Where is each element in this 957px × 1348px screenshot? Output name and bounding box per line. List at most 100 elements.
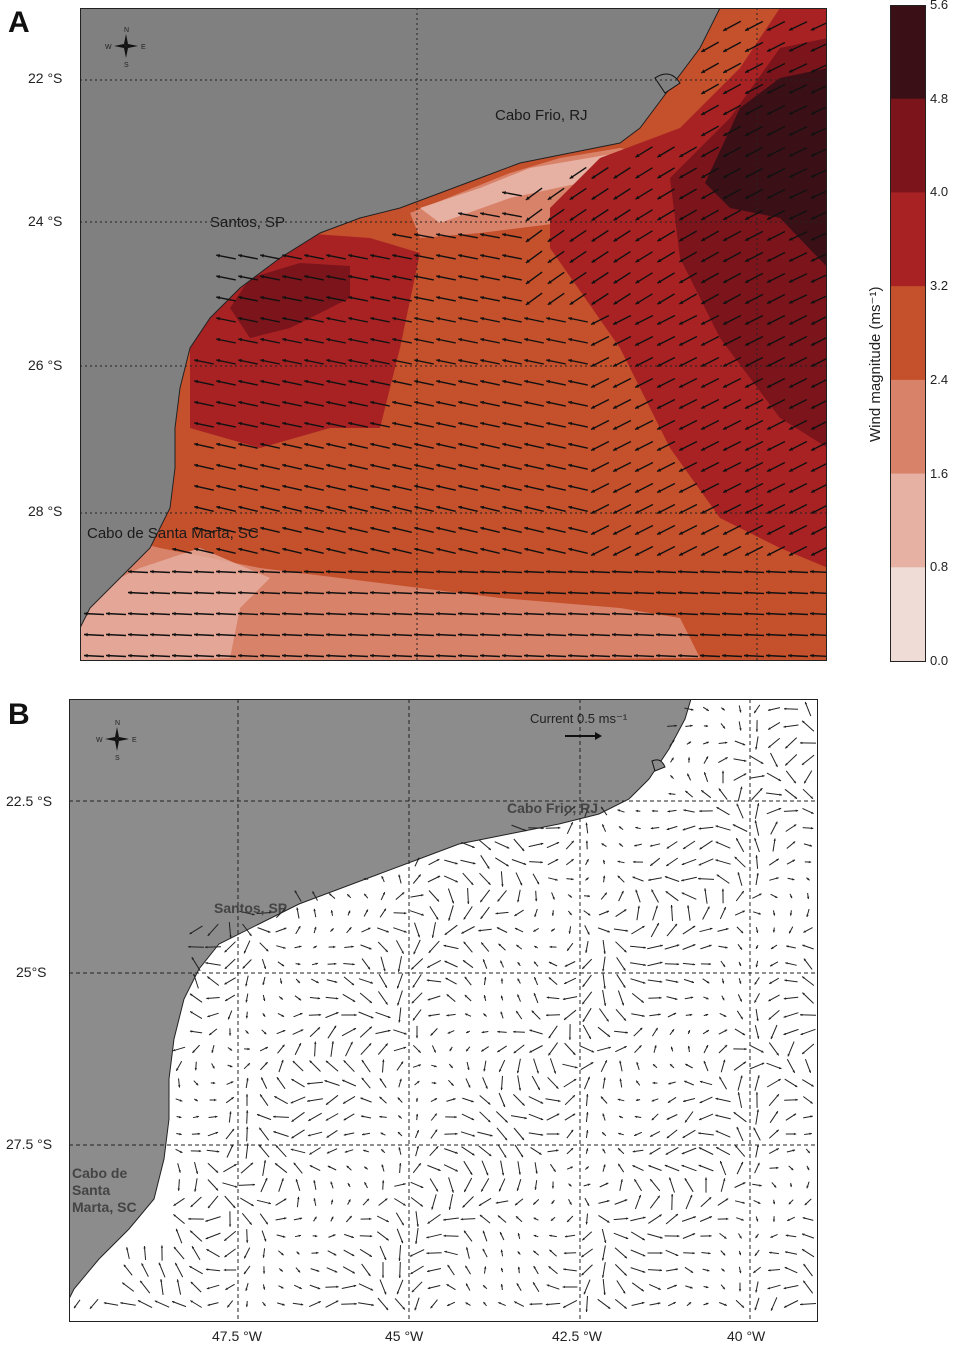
wind-arrow (678, 419, 698, 431)
current-arrow (498, 1301, 506, 1307)
wind-arrow (413, 569, 435, 574)
wind-arrow (458, 421, 478, 428)
wind-arrow (458, 317, 478, 323)
wind-arrow (569, 271, 587, 285)
current-arrow (733, 1047, 747, 1051)
wind-arrow (788, 189, 808, 199)
current-arrow (772, 1199, 776, 1205)
wind-arrow (569, 250, 587, 264)
wind-arrow (260, 337, 280, 344)
wind-arrow (193, 632, 215, 637)
wind-arrow (590, 440, 610, 452)
wind-arrow (591, 250, 609, 264)
wind-arrow (392, 463, 412, 470)
current-arrow (703, 772, 709, 782)
wind-arrow (502, 233, 522, 239)
current-arrow (482, 1077, 488, 1089)
wind-arrow (545, 632, 567, 637)
wind-arrow (215, 569, 237, 574)
current-arrow (143, 1246, 147, 1260)
current-arrow (566, 1215, 574, 1223)
current-arrow (531, 1010, 541, 1020)
wind-arrow (699, 632, 721, 637)
current-arrow (735, 1299, 745, 1309)
wind-arrow (525, 292, 543, 306)
wind-arrow (591, 271, 609, 285)
current-arrow (754, 977, 760, 985)
wind-arrow (525, 187, 543, 201)
wind-arrow (392, 275, 412, 281)
current-arrow (651, 1027, 659, 1037)
current-arrow (768, 1129, 780, 1139)
current-arrow (752, 911, 762, 915)
current-arrow (647, 944, 663, 950)
wind-arrow (699, 611, 721, 616)
current-arrow (483, 1060, 487, 1072)
current-arrow (717, 928, 729, 932)
current-arrow (615, 941, 627, 953)
current-arrow (361, 1059, 371, 1073)
current-arrow (379, 1078, 387, 1088)
current-arrow (585, 1213, 588, 1225)
wind-arrow (700, 440, 720, 452)
wind-arrow (260, 400, 280, 407)
wind-arrow (744, 125, 764, 137)
current-arrow (786, 841, 796, 849)
current-arrow (412, 974, 422, 988)
current-arrow (460, 859, 476, 865)
wind-arrow (304, 275, 324, 281)
current-arrow (515, 944, 523, 950)
current-arrow (665, 1146, 679, 1156)
current-arrow (715, 1146, 731, 1156)
current-arrow (684, 1111, 694, 1123)
wind-arrow (238, 337, 258, 344)
wind-arrow (722, 104, 742, 116)
current-arrow (347, 910, 351, 916)
colorbar-band (890, 473, 926, 568)
wind-arrow (678, 314, 698, 326)
current-arrow (226, 1081, 234, 1085)
current-arrow (668, 792, 676, 796)
current-arrow (309, 997, 321, 1000)
current-arrow (584, 1197, 590, 1207)
current-arrow (178, 1078, 181, 1088)
current-arrow (721, 995, 725, 1001)
current-arrow (346, 893, 352, 899)
wind-arrow (457, 569, 479, 574)
current-arrow (358, 1011, 374, 1019)
wind-arrow (149, 611, 171, 616)
current-arrow (617, 1163, 625, 1173)
current-arrow (497, 1030, 507, 1033)
current-arrow (703, 1060, 709, 1072)
current-arrow (632, 1164, 644, 1172)
current-arrow (495, 911, 509, 915)
current-arrow (619, 1060, 623, 1072)
current-arrow (703, 1044, 709, 1054)
current-arrow (631, 1301, 645, 1306)
current-arrow (703, 1302, 709, 1306)
current-arrow (360, 1097, 372, 1103)
wind-arrow (744, 20, 764, 32)
land-island-cabo-b (651, 759, 666, 772)
wind-arrow (480, 547, 500, 554)
current-arrow (682, 1129, 696, 1139)
current-arrow (393, 1029, 407, 1035)
wind-arrow (413, 590, 435, 595)
current-arrow (734, 740, 746, 746)
wind-arrow (436, 463, 456, 470)
current-arrow (685, 1285, 693, 1289)
current-arrow (446, 994, 456, 1002)
wind-arrow (634, 335, 654, 347)
wind-arrow (809, 632, 826, 637)
current-arrow (243, 1265, 251, 1275)
current-arrow (294, 1234, 302, 1238)
wind-arrow (436, 296, 456, 302)
wind-arrow (282, 463, 302, 470)
current-arrow (141, 1263, 149, 1277)
wind-arrow (657, 230, 675, 242)
current-arrow (444, 859, 458, 865)
wind-arrow (809, 653, 826, 658)
current-arrow (682, 1233, 696, 1239)
current-arrow (697, 877, 715, 880)
current-arrow (500, 960, 504, 968)
